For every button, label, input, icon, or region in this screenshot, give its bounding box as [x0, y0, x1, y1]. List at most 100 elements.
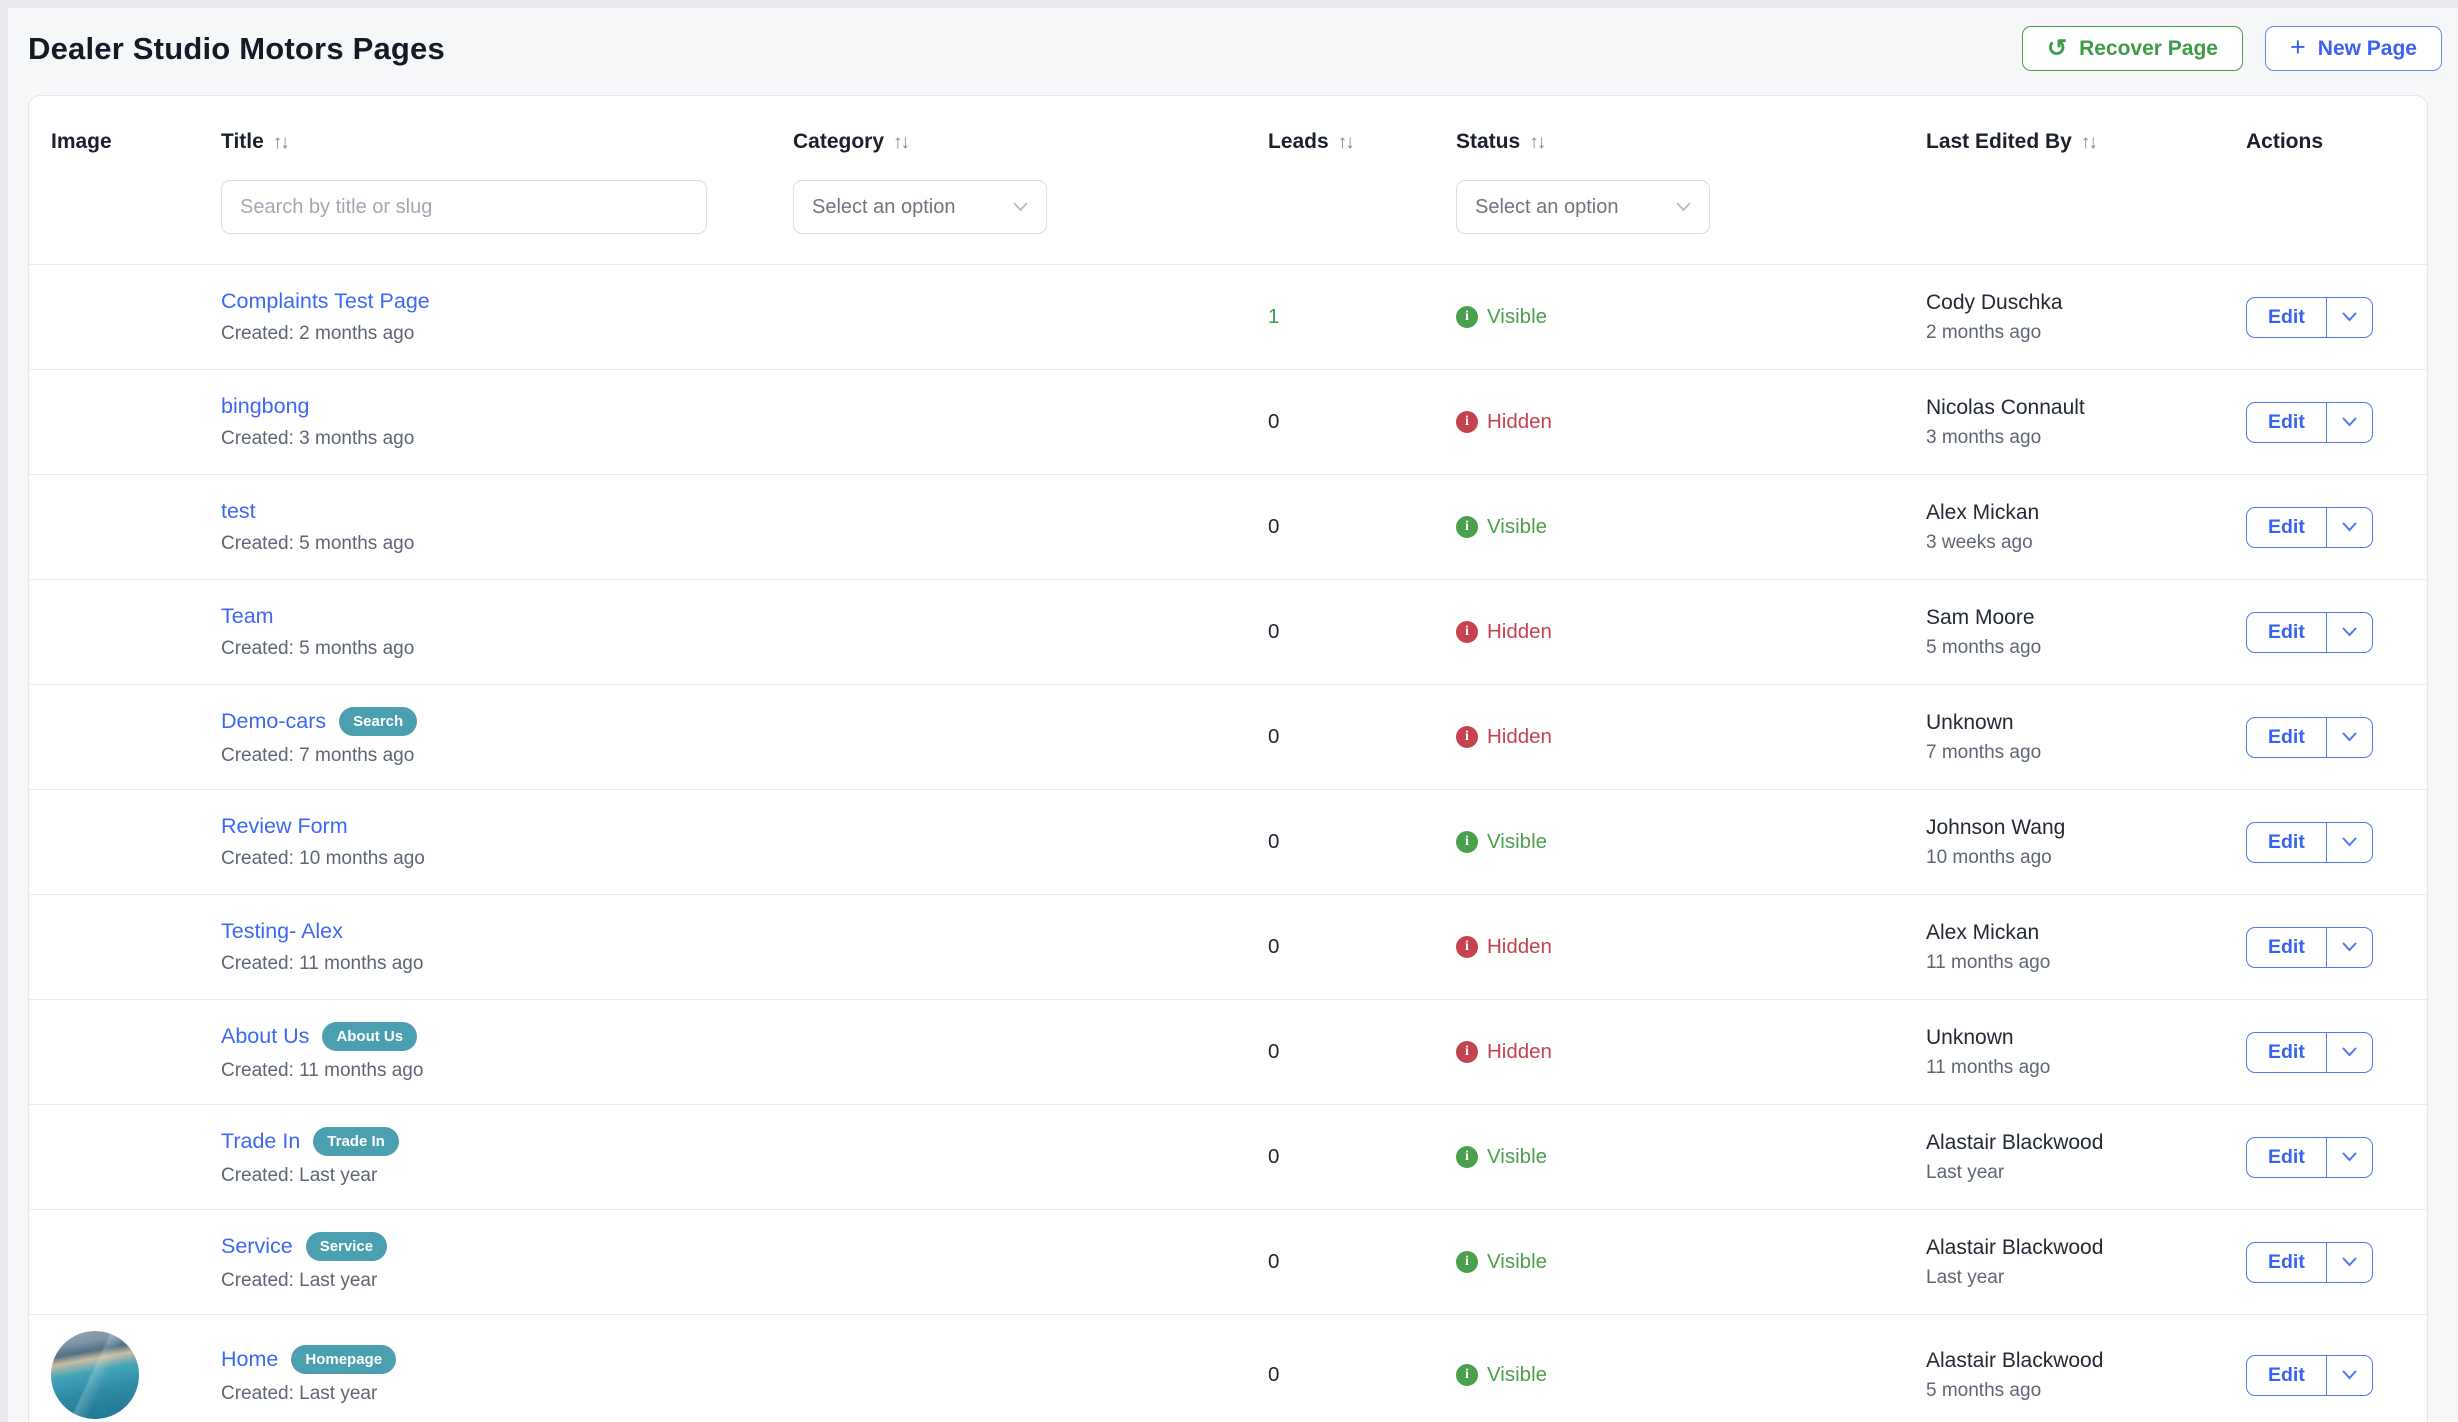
edit-button-group: Edit [2246, 1354, 2373, 1396]
column-header-last-edited-by[interactable]: Last Edited By ↑↓ [1926, 130, 2098, 153]
page-title-link[interactable]: Trade In [221, 1129, 301, 1153]
status-indicator: i Hidden [1456, 1040, 1926, 1064]
info-icon: i [1456, 726, 1478, 748]
editor-name: Unknown [1926, 1025, 2014, 1049]
created-date: Created: 11 months ago [221, 953, 424, 974]
title-cell: Complaints Test Page Created: 2 months a… [221, 289, 793, 345]
category-filter-select[interactable]: Select an option [793, 180, 1047, 234]
status-indicator: i Visible [1456, 305, 1926, 329]
column-header-title[interactable]: Title ↑↓ [221, 130, 290, 153]
page-title-link[interactable]: Home [221, 1347, 279, 1371]
page-title-link[interactable]: Review Form [221, 814, 348, 838]
actions-cell: Edit [2246, 611, 2429, 653]
edit-button[interactable]: Edit [2247, 718, 2326, 757]
edit-button[interactable]: Edit [2247, 613, 2326, 652]
status-indicator: i Visible [1456, 1250, 1926, 1274]
edit-dropdown-toggle[interactable] [2325, 507, 2372, 547]
edited-time: Last year [1926, 1266, 2005, 1288]
editor-cell: Unknown 7 months ago [1926, 711, 2246, 764]
leads-count: 0 [1268, 830, 1280, 853]
status-indicator: i Hidden [1456, 410, 1926, 434]
category-filter-value: Select an option [812, 195, 956, 218]
editor-name: Alastair Blackwood [1926, 1348, 2104, 1372]
edit-button[interactable]: Edit [2247, 1243, 2326, 1282]
chevron-down-icon [2342, 627, 2357, 637]
info-icon: i [1456, 831, 1478, 853]
edit-dropdown-toggle[interactable] [2325, 402, 2372, 442]
page-title-link[interactable]: Demo-cars [221, 709, 327, 733]
edit-button-group: Edit [2246, 821, 2373, 863]
edited-time: 2 months ago [1926, 321, 2042, 343]
column-header-status[interactable]: Status ↑↓ [1456, 130, 1546, 153]
page-title-link[interactable]: About Us [221, 1024, 310, 1048]
sort-icon: ↑↓ [893, 132, 910, 153]
editor-name: Sam Moore [1926, 605, 2035, 629]
title-cell: Demo-cars Search Created: 7 months ago [221, 707, 793, 767]
edit-dropdown-toggle[interactable] [2325, 1355, 2372, 1395]
edit-button[interactable]: Edit [2247, 298, 2326, 337]
column-header-leads[interactable]: Leads ↑↓ [1268, 130, 1355, 153]
table-row: Trade In Trade In Created: Last year 0 i… [29, 1104, 2427, 1209]
created-date: Created: 7 months ago [221, 745, 415, 766]
edited-time: 5 months ago [1926, 1379, 2042, 1401]
created-date: Created: Last year [221, 1270, 378, 1291]
edit-dropdown-toggle[interactable] [2325, 717, 2372, 757]
table-row: Team Created: 5 months ago 0 i Hidden Sa… [29, 579, 2427, 684]
edit-button[interactable]: Edit [2247, 1138, 2326, 1177]
edit-button[interactable]: Edit [2247, 508, 2326, 547]
status-filter-value: Select an option [1475, 195, 1619, 218]
page-title-link[interactable]: test [221, 499, 256, 523]
edit-dropdown-toggle[interactable] [2325, 1032, 2372, 1072]
actions-cell: Edit [2246, 1136, 2429, 1178]
sort-icon: ↑↓ [272, 132, 290, 153]
page-title-link[interactable]: Service [221, 1234, 293, 1258]
page-title-link[interactable]: Complaints Test Page [221, 289, 430, 313]
edit-button[interactable]: Edit [2247, 403, 2326, 442]
status-label: Hidden [1487, 725, 1552, 748]
new-page-button[interactable]: + New Page [2265, 26, 2442, 71]
status-label: Hidden [1487, 620, 1552, 643]
table-row: Home Homepage Created: Last year 0 i Vis… [29, 1314, 2427, 1422]
page-title-link[interactable]: Team [221, 604, 274, 628]
info-icon: i [1456, 306, 1478, 328]
created-date: Created: 3 months ago [221, 428, 415, 449]
editor-cell: Johnson Wang 10 months ago [1926, 816, 2246, 869]
title-cell: Team Created: 5 months ago [221, 604, 793, 660]
title-search-input[interactable] [221, 180, 707, 234]
editor-name: Alex Mickan [1926, 920, 2040, 944]
category-badge: Homepage [291, 1345, 397, 1374]
table-row: test Created: 5 months ago 0 i Visible A… [29, 474, 2427, 579]
editor-cell: Cody Duschka 2 months ago [1926, 291, 2246, 344]
chevron-down-icon [2342, 837, 2357, 847]
edit-button[interactable]: Edit [2247, 1033, 2326, 1072]
edit-button[interactable]: Edit [2247, 928, 2326, 967]
editor-cell: Unknown 11 months ago [1926, 1026, 2246, 1079]
edit-dropdown-toggle[interactable] [2325, 822, 2372, 862]
recover-page-button[interactable]: ↺ Recover Page [2021, 26, 2243, 71]
column-header-category[interactable]: Category ↑↓ [793, 130, 910, 153]
status-indicator: i Visible [1456, 1145, 1926, 1169]
edit-dropdown-toggle[interactable] [2325, 612, 2372, 652]
edit-button-group: Edit [2246, 1241, 2373, 1283]
edit-button[interactable]: Edit [2247, 823, 2326, 862]
image-cell [29, 1331, 221, 1419]
edit-button[interactable]: Edit [2247, 1356, 2326, 1395]
edit-dropdown-toggle[interactable] [2325, 1242, 2372, 1282]
edit-button-group: Edit [2246, 926, 2373, 968]
leads-count: 1 [1268, 305, 1280, 328]
new-page-label: New Page [2317, 36, 2417, 60]
chevron-down-icon [2342, 1047, 2357, 1057]
page-title-link[interactable]: Testing- Alex [221, 919, 343, 943]
actions-cell: Edit [2246, 821, 2429, 863]
page-title-link[interactable]: bingbong [221, 394, 310, 418]
category-badge: Trade In [313, 1127, 399, 1156]
status-filter-select[interactable]: Select an option [1456, 180, 1710, 234]
edit-dropdown-toggle[interactable] [2325, 297, 2372, 337]
chevron-down-icon [2342, 942, 2357, 952]
edit-button-group: Edit [2246, 296, 2373, 338]
editor-name: Nicolas Connault [1926, 395, 2085, 419]
table-body: Complaints Test Page Created: 2 months a… [29, 264, 2427, 1422]
edit-dropdown-toggle[interactable] [2325, 927, 2372, 967]
category-badge: Service [305, 1232, 388, 1261]
edit-dropdown-toggle[interactable] [2325, 1137, 2372, 1177]
